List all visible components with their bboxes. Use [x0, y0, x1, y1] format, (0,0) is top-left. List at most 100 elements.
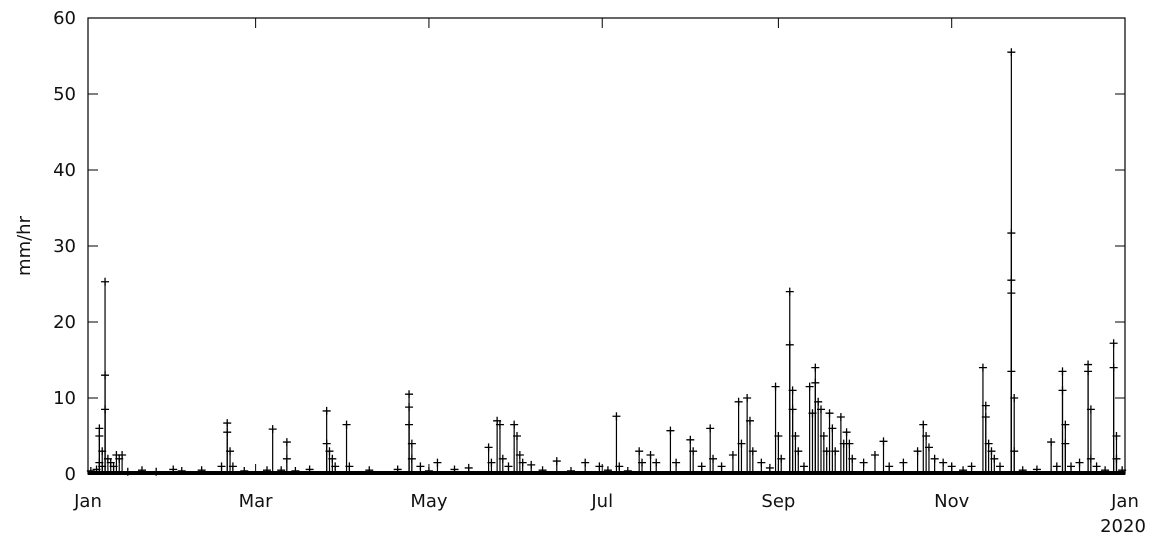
data-point-marker: [424, 466, 433, 475]
data-point-marker: [217, 462, 226, 471]
data-point-marker: [322, 439, 331, 448]
data-point-marker: [1010, 394, 1019, 402]
data-point-marker: [262, 466, 271, 475]
data-point-marker: [118, 451, 127, 459]
y-tick-label: 60: [53, 8, 76, 29]
data-point-marker: [612, 412, 621, 421]
data-point-marker: [169, 465, 178, 474]
data-point-marker: [1052, 462, 1061, 471]
data-point-marker: [757, 458, 766, 467]
data-point-marker: [331, 462, 340, 471]
data-point-marker: [433, 458, 442, 467]
data-point-marker: [990, 454, 999, 463]
data-point-marker: [101, 405, 110, 414]
data-point-marker: [1047, 438, 1056, 447]
data-point-marker: [464, 463, 473, 472]
data-point-marker: [407, 454, 416, 463]
data-point-marker: [1084, 367, 1093, 376]
data-point-marker: [603, 466, 612, 475]
data-point-marker: [407, 439, 416, 448]
data-point-marker: [515, 451, 524, 459]
data-point-marker: [771, 382, 780, 391]
data-point-marker: [1109, 363, 1118, 372]
y-tick-label: 30: [53, 236, 76, 257]
data-point-marker: [981, 401, 990, 410]
x-tick-label: Jan: [1110, 491, 1139, 512]
data-point-marker: [686, 435, 695, 444]
data-point-marker: [922, 432, 931, 440]
data-point-marker: [828, 424, 837, 433]
data-point-marker: [581, 458, 590, 467]
x-tick-label: Mar: [239, 491, 274, 512]
data-point-marker: [1101, 466, 1110, 475]
y-tick-label: 10: [53, 388, 76, 409]
data-point-marker: [416, 462, 425, 471]
data-point-marker: [504, 462, 513, 471]
x-tick-label: Jul: [590, 491, 613, 512]
data-point-marker: [987, 447, 996, 456]
data-point-marker: [1032, 465, 1041, 474]
data-point-marker: [393, 465, 402, 474]
data-point-marker: [510, 420, 519, 429]
data-point-marker: [919, 420, 928, 429]
data-point-marker: [1086, 454, 1095, 463]
data-point-marker: [984, 439, 993, 448]
data-point-marker: [101, 371, 110, 380]
data-point-marker: [1061, 439, 1070, 448]
data-point-marker: [268, 425, 277, 434]
data-point-marker: [870, 451, 879, 459]
data-point-marker: [484, 443, 493, 452]
data-point-marker: [487, 458, 496, 467]
data-point-marker: [498, 454, 507, 463]
data-point-marker: [95, 432, 104, 440]
data-point-marker: [765, 463, 774, 472]
data-point-marker: [836, 413, 845, 421]
data-point-marker: [365, 466, 374, 475]
data-point-marker: [842, 428, 851, 437]
x-tick-label: May: [410, 491, 448, 512]
data-point-marker: [1007, 229, 1016, 238]
data-point-marker: [223, 428, 232, 437]
data-point-marker: [774, 432, 783, 440]
data-point-marker: [1018, 466, 1027, 475]
data-point-marker: [819, 432, 828, 440]
data-point-marker: [1075, 458, 1084, 467]
data-point-marker: [777, 454, 786, 463]
data-point-marker: [1061, 420, 1070, 429]
plot-frame: [87, 17, 1126, 475]
data-point-marker: [1007, 289, 1016, 298]
data-point-marker: [240, 466, 249, 475]
data-point-marker: [728, 451, 737, 459]
data-point-marker: [788, 405, 797, 414]
data-point-marker: [223, 419, 232, 428]
series-layer: [86, 48, 1127, 476]
data-point-marker: [322, 406, 331, 415]
data-point-marker: [325, 447, 334, 456]
data-point-marker: [817, 405, 826, 414]
data-point-marker: [615, 462, 624, 471]
data-point-marker: [799, 462, 808, 471]
data-point-marker: [709, 454, 718, 463]
data-point-marker: [101, 277, 110, 286]
data-point-marker: [879, 437, 888, 446]
data-point-marker: [450, 465, 459, 474]
data-point-marker: [1007, 276, 1016, 285]
data-point-marker: [123, 467, 132, 476]
data-point-marker: [552, 457, 561, 466]
data-point-marker: [1084, 360, 1093, 369]
data-point-marker: [981, 413, 990, 421]
data-point-marker: [967, 462, 976, 471]
data-point-marker: [277, 466, 286, 475]
data-point-marker: [513, 432, 522, 440]
data-point-marker: [689, 447, 698, 456]
y-tick-label: 0: [65, 464, 76, 485]
data-point-marker: [1092, 462, 1101, 471]
data-point-marker: [805, 382, 814, 391]
data-point-marker: [1058, 367, 1067, 376]
data-point-marker: [1007, 367, 1016, 376]
data-point-marker: [328, 454, 337, 463]
data-point-marker: [734, 397, 743, 406]
data-point-marker: [913, 447, 922, 456]
data-point-marker: [859, 458, 868, 467]
data-point-marker: [1010, 447, 1019, 456]
